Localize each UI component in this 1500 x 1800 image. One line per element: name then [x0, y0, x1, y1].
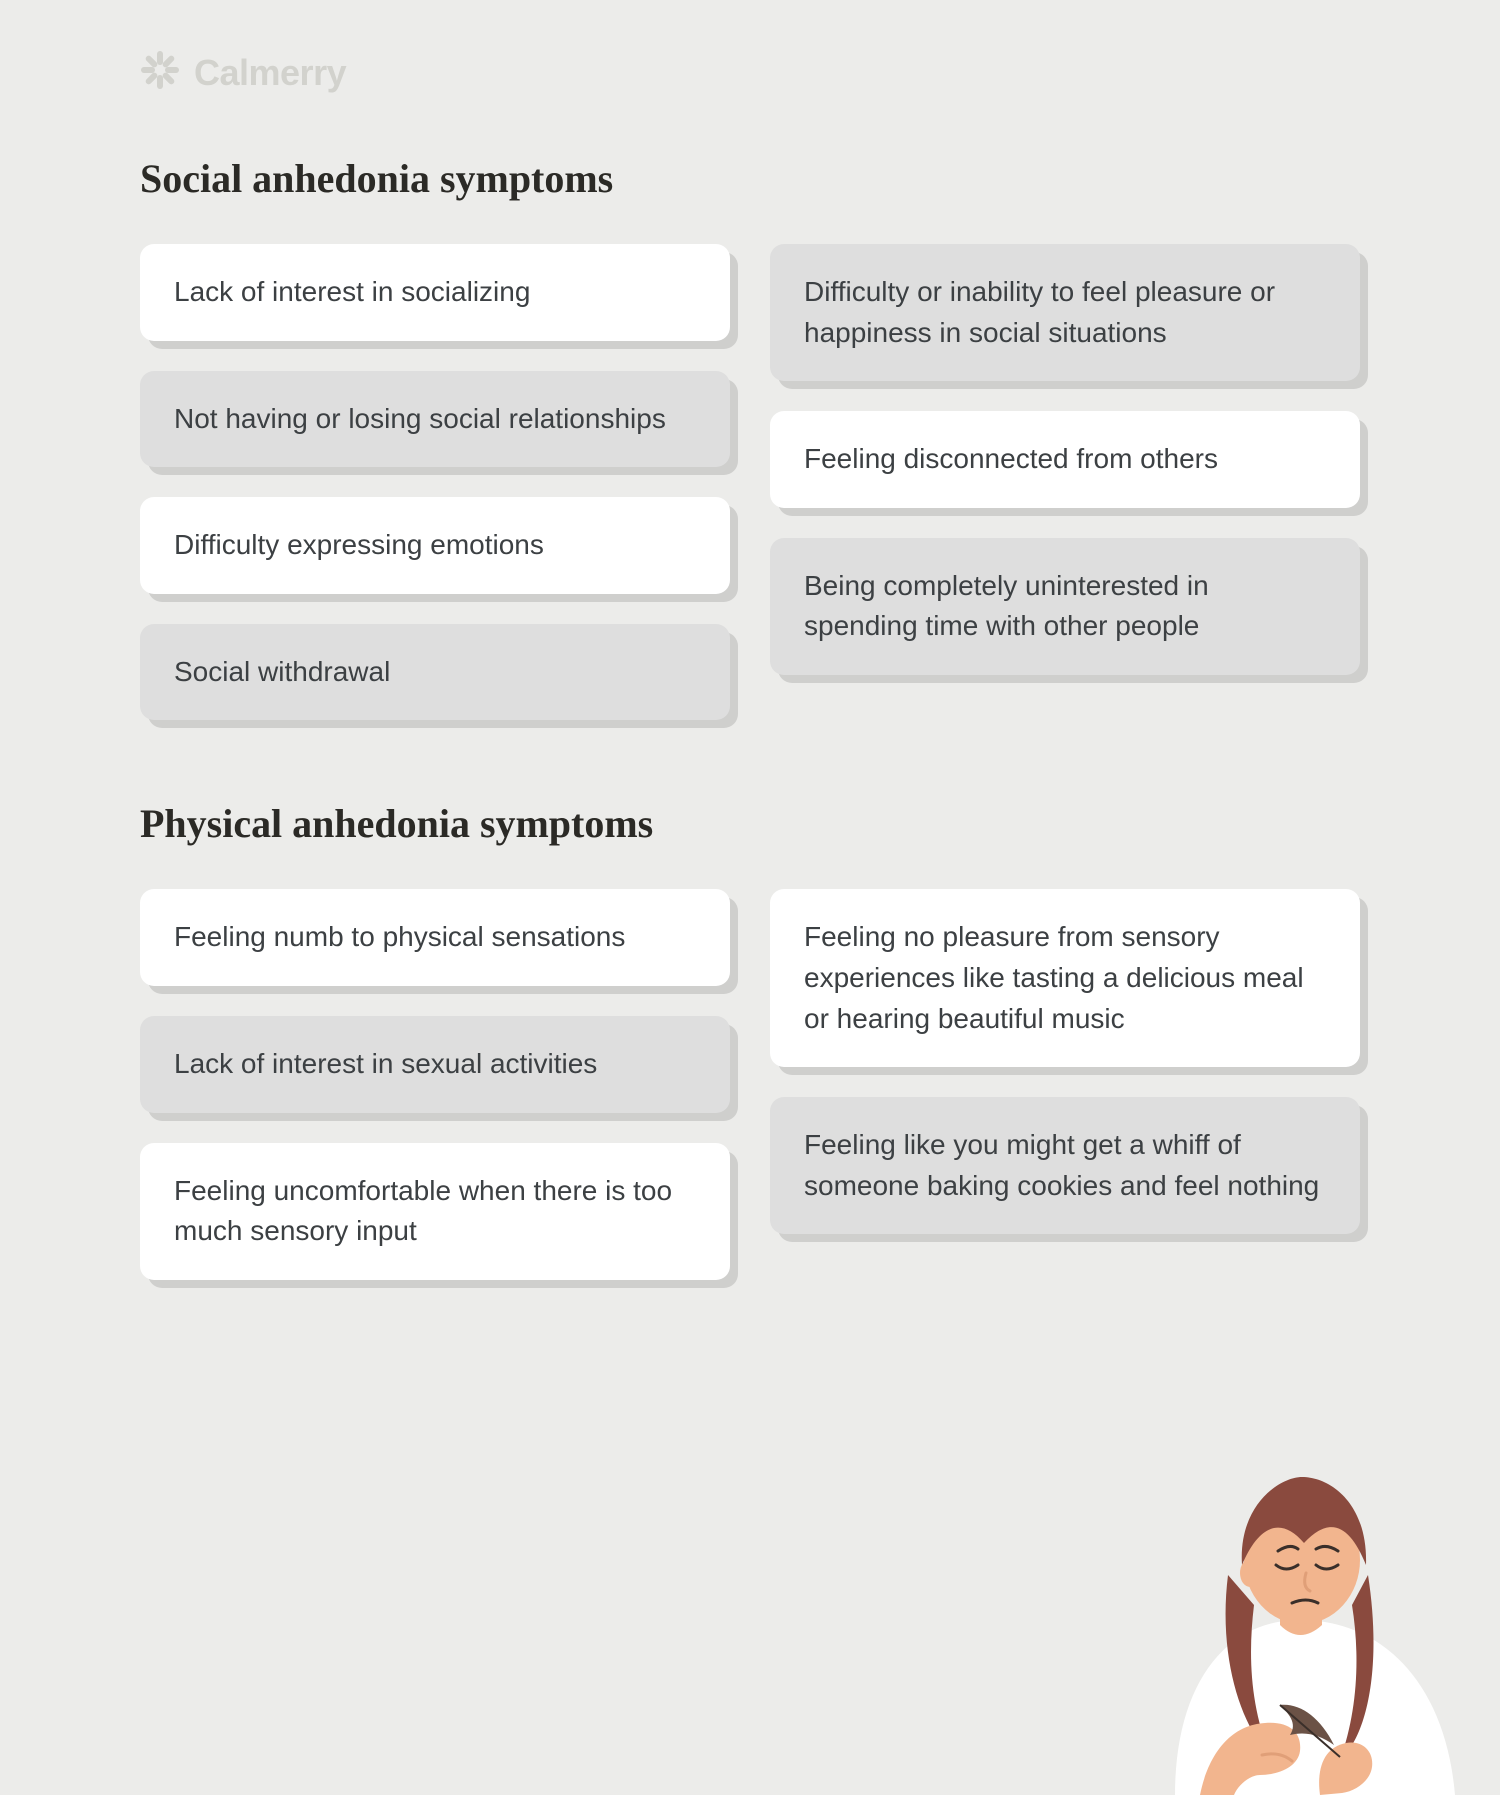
card-column: Lack of interest in socializing Not havin…: [140, 244, 730, 720]
symptom-card: Feeling disconnected from others: [770, 411, 1360, 508]
brand-flower-icon: [140, 50, 180, 95]
symptom-card: Feeling uncomfortable when there is too …: [140, 1143, 730, 1280]
brand-header: Calmerry: [140, 50, 1360, 95]
symptom-card: Being completely uninterested in spendin…: [770, 538, 1360, 675]
section: Physical anhedonia symptoms Feeling numb …: [140, 800, 1360, 1279]
symptom-card: Not having or losing social relationship…: [140, 371, 730, 468]
symptom-card: Difficulty expressing emotions: [140, 497, 730, 594]
section: Social anhedonia symptoms Lack of interes…: [140, 155, 1360, 720]
symptom-card: Social withdrawal: [140, 624, 730, 721]
person-illustration: [1130, 1455, 1460, 1795]
symptom-card: Lack of interest in sexual activities: [140, 1016, 730, 1113]
symptom-card: Lack of interest in socializing: [140, 244, 730, 341]
card-column: Feeling numb to physical sensations Lack …: [140, 889, 730, 1279]
symptom-card: Feeling numb to physical sensations: [140, 889, 730, 986]
page: Calmerry Social anhedonia symptoms Lack o…: [0, 0, 1500, 1795]
brand-name: Calmerry: [194, 52, 346, 94]
symptom-card: Feeling like you might get a whiff of so…: [770, 1097, 1360, 1234]
card-row: Lack of interest in socializing Not havin…: [140, 244, 1360, 720]
section-title: Social anhedonia symptoms: [140, 155, 1360, 202]
symptom-card: Feeling no pleasure from sensory experie…: [770, 889, 1360, 1067]
card-column: Feeling no pleasure from sensory experie…: [770, 889, 1360, 1279]
section-title: Physical anhedonia symptoms: [140, 800, 1360, 847]
symptom-card: Difficulty or inability to feel pleasure…: [770, 244, 1360, 381]
card-column: Difficulty or inability to feel pleasure…: [770, 244, 1360, 720]
card-row: Feeling numb to physical sensations Lack …: [140, 889, 1360, 1279]
